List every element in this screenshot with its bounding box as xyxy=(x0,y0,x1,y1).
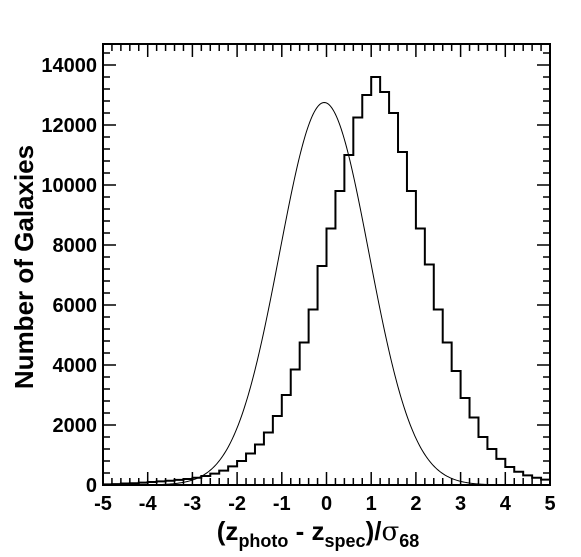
x-tick-label: 4 xyxy=(500,493,512,515)
x-tick-label: -3 xyxy=(184,493,202,515)
y-tick-label: 2000 xyxy=(53,415,98,437)
x-tick-label: 1 xyxy=(366,493,377,515)
y-tick-label: 14000 xyxy=(41,55,97,77)
x-tick-label: 5 xyxy=(544,493,555,515)
histogram-steps xyxy=(102,76,551,486)
y-tick-label: 12000 xyxy=(41,115,97,137)
x-title-prefix: (z xyxy=(217,516,239,546)
x-tick-label: 2 xyxy=(410,493,421,515)
x-title-sub-68: 68 xyxy=(399,531,419,551)
y-tick-label: 10000 xyxy=(41,175,97,197)
y-tick-label: 6000 xyxy=(53,295,98,317)
x-axis-title: (zphoto - zspec)/σ68 xyxy=(217,516,419,551)
x-tick-label: -5 xyxy=(94,493,112,515)
x-title-sub-spec: spec xyxy=(325,531,366,551)
gaussian-fit-curve xyxy=(103,101,550,486)
plot-frame xyxy=(102,43,551,486)
x-title-sub-photo: photo xyxy=(238,531,288,551)
x-tick-label: -4 xyxy=(139,493,158,515)
x-tick-label: -2 xyxy=(228,493,246,515)
x-title-suffix: )/ xyxy=(366,516,382,546)
x-title-sigma: σ xyxy=(381,517,399,547)
x-tick-label: -1 xyxy=(273,493,291,515)
y-tick-label: 4000 xyxy=(53,355,98,377)
y-axis-title: Number of Galaxies xyxy=(9,145,39,389)
x-title-middle: - z xyxy=(288,516,324,546)
tick-labels-layer: -5 -4 -3 -2 -1 0 1 2 3 4 5 0 2000 4000 6000 8000 10000 12… xyxy=(41,55,555,515)
y-tick-label: 0 xyxy=(86,475,97,497)
x-tick-label: 0 xyxy=(321,493,332,515)
x-tick-label: 3 xyxy=(455,493,466,515)
y-tick-label: 8000 xyxy=(53,235,98,257)
